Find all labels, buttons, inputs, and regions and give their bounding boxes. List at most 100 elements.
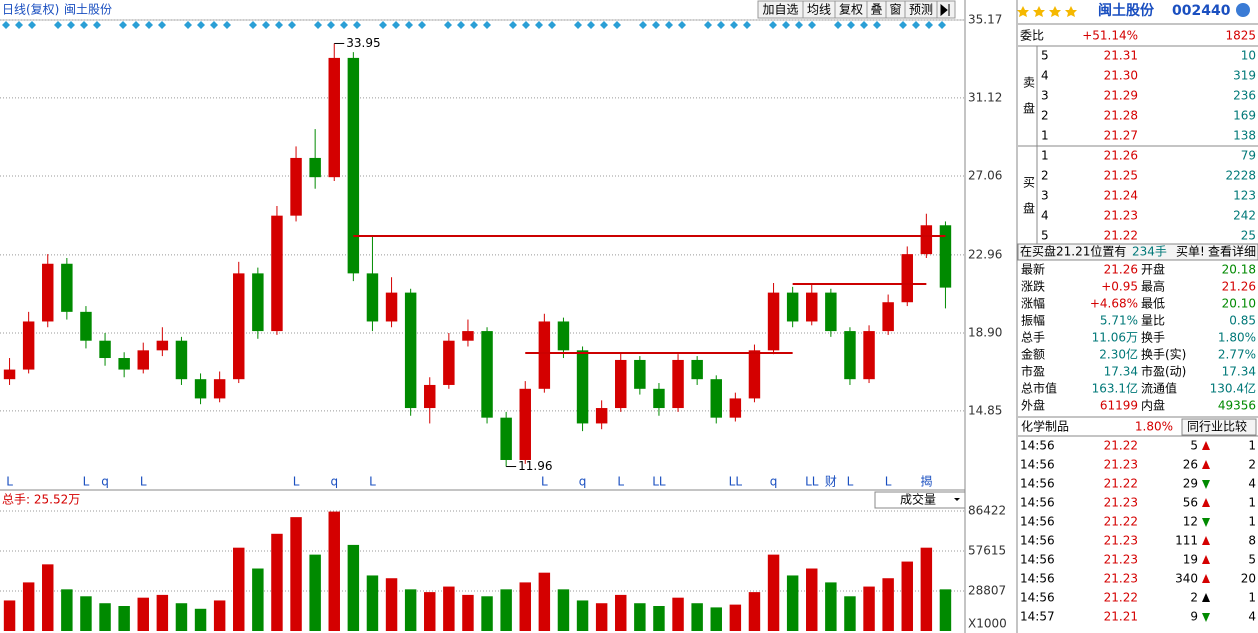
tick-time: 14:56	[1020, 534, 1055, 548]
stat-value: 17.34	[1104, 365, 1138, 379]
volume-bar	[42, 564, 54, 631]
level: 4	[1041, 69, 1049, 83]
dropdown-icon[interactable]	[954, 498, 960, 501]
volume-bar	[137, 597, 149, 631]
signal-diamond	[119, 21, 127, 29]
notice-text[interactable]: 查看详细	[1208, 244, 1256, 259]
candle-body	[882, 302, 894, 332]
volume-bar	[538, 572, 551, 631]
tick-price: 21.22	[1104, 591, 1138, 605]
signal-diamond	[288, 21, 296, 29]
toolbar-button-label[interactable]: 均线	[807, 3, 831, 17]
volume-bar	[3, 600, 16, 631]
stat-value: 17.34	[1222, 365, 1256, 379]
stat-value: 2.77%	[1218, 348, 1256, 362]
ratio-label: 委比	[1020, 29, 1044, 43]
signal-diamond	[249, 21, 257, 29]
star-icon	[1065, 6, 1077, 17]
level-price: 21.28	[1104, 109, 1138, 123]
volume-bar	[309, 554, 321, 631]
ratio-value: +51.14%	[1082, 29, 1138, 43]
volume-bar	[595, 603, 608, 631]
candle-body	[634, 359, 646, 389]
level-price: 21.24	[1104, 189, 1138, 203]
y-tick-label: 22.96	[968, 247, 1002, 261]
candle-body	[615, 359, 627, 409]
level: 3	[1041, 89, 1049, 103]
level-price: 21.30	[1104, 69, 1138, 83]
toolbar-button-label[interactable]: 窗	[889, 3, 901, 17]
volume-bar	[424, 592, 436, 631]
signal-diamond	[67, 21, 75, 29]
nav-icon[interactable]	[940, 3, 950, 17]
toolbar-button-label[interactable]: 叠	[870, 3, 882, 17]
tick-price: 21.22	[1104, 477, 1138, 491]
tick-count: 5	[1248, 553, 1256, 567]
volume-bar	[634, 603, 646, 631]
level-price: 21.22	[1104, 229, 1138, 243]
volume-bar	[748, 592, 761, 631]
signal-diamond	[613, 21, 621, 29]
volume-tick-label: 57615	[968, 543, 1006, 557]
toolbar-button-label[interactable]: 预测	[909, 3, 933, 17]
candle-body	[767, 292, 780, 351]
stat-label: 外盘	[1021, 398, 1045, 413]
signal-diamond	[145, 21, 153, 29]
event-marker: L	[369, 475, 376, 489]
tick-volume: 19	[1183, 553, 1198, 567]
tick-volume: 340	[1175, 572, 1198, 586]
signal-diamond	[769, 21, 777, 29]
low-label: 11.96	[518, 459, 552, 473]
candle-body	[691, 359, 703, 380]
signal-diamond	[327, 21, 335, 29]
signal-diamond	[652, 21, 660, 29]
tick-price: 21.23	[1104, 458, 1138, 472]
tick-time: 14:56	[1020, 477, 1055, 491]
stat-value: 130.4亿	[1210, 381, 1256, 396]
level: 2	[1041, 169, 1049, 183]
stat-value: 21.26	[1222, 280, 1256, 294]
stat-label: 流通值	[1141, 381, 1177, 396]
info-icon[interactable]	[1236, 3, 1250, 17]
volume-bar	[443, 586, 455, 631]
tick-price: 21.23	[1104, 572, 1138, 586]
candle-body	[825, 292, 837, 332]
volume-bar	[615, 594, 627, 631]
volume-bar	[271, 533, 283, 631]
signal-diamond	[717, 21, 725, 29]
stat-value: 20.18	[1222, 263, 1256, 277]
signal-diamond	[444, 21, 452, 29]
toolbar-button-label[interactable]: 复权	[839, 3, 863, 17]
volume-bar	[290, 517, 302, 631]
stat-value: 21.26	[1104, 263, 1138, 277]
level: 4	[1041, 209, 1049, 223]
tick-time: 14:56	[1020, 496, 1055, 510]
signal-diamond	[15, 21, 23, 29]
event-marker: L	[885, 475, 892, 489]
signal-diamond	[847, 21, 855, 29]
stat-value: 0.85	[1229, 314, 1256, 328]
candle-body	[118, 358, 130, 370]
tick-arrow	[1202, 518, 1210, 527]
signal-diamond	[665, 21, 673, 29]
level: 3	[1041, 189, 1049, 203]
volume-bar	[767, 554, 780, 631]
toolbar-button-label[interactable]: 加自选	[762, 3, 798, 17]
compare-button[interactable]	[1181, 418, 1257, 436]
signal-diamond	[379, 21, 387, 29]
volume-bar	[519, 582, 531, 631]
candle-body	[786, 292, 799, 322]
tick-volume: 2	[1190, 591, 1198, 605]
tick-count: 1	[1248, 496, 1256, 510]
candle-body	[920, 225, 933, 255]
signal-diamond	[483, 21, 491, 29]
candle-body	[42, 263, 54, 322]
level-volume: 25	[1241, 229, 1256, 243]
volume-selector[interactable]	[874, 491, 966, 509]
signal-diamond	[2, 21, 10, 29]
signal-diamond	[899, 21, 907, 29]
volume-selector-label[interactable]: 成交量	[900, 492, 936, 507]
event-marker: LL	[805, 475, 819, 489]
signal-diamond	[730, 21, 738, 29]
level-volume: 319	[1233, 69, 1256, 83]
